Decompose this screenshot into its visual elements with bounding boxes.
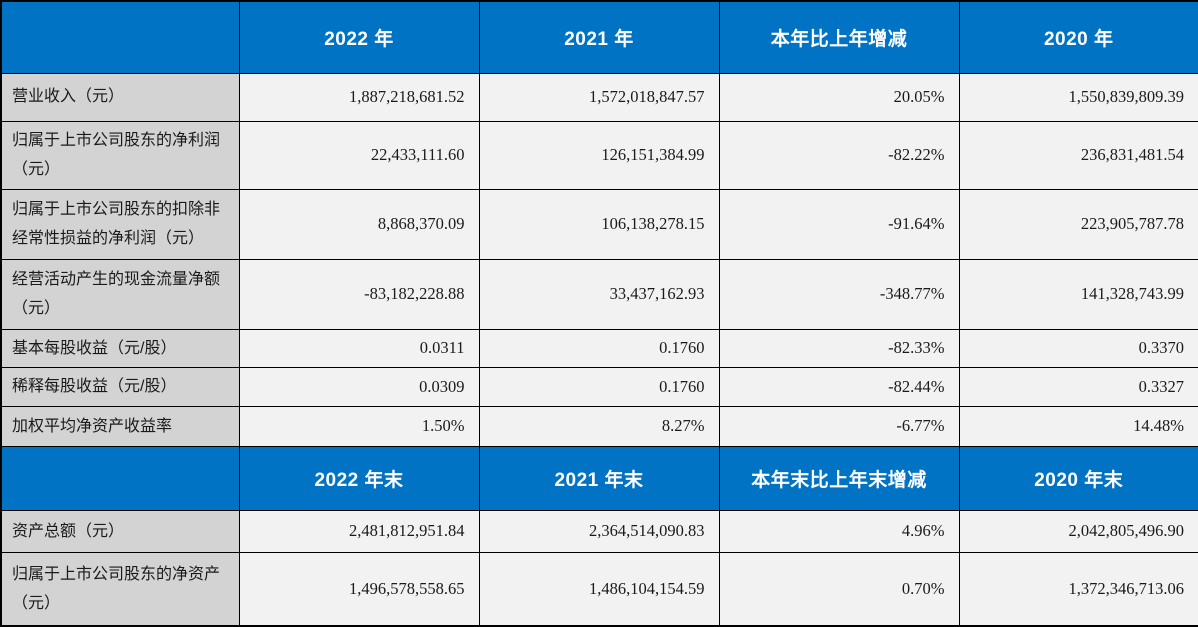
cell-change: -348.77%	[718, 258, 960, 330]
cell-change: -82.22%	[718, 120, 960, 190]
table-row-total-assets: 资产总额（元） 2,481,812,951.84 2,364,514,090.8…	[0, 509, 1198, 553]
row-label: 加权平均净资产收益率	[0, 405, 240, 447]
cell-change: 0.70%	[718, 551, 960, 627]
table-row-net-assets: 归属于上市公司股东的净资产（元） 1,496,578,558.65 1,486,…	[0, 551, 1198, 627]
cell-2022: 0.0309	[238, 367, 480, 407]
row-label: 归属于上市公司股东的净资产（元）	[0, 551, 240, 627]
header-2022: 2022 年	[238, 0, 480, 74]
cell-2022: 8,868,370.09	[238, 188, 480, 260]
cell-change: -6.77%	[718, 405, 960, 447]
row-label: 资产总额（元）	[0, 509, 240, 553]
cell-2021: 0.1760	[478, 367, 720, 407]
table-row-basic-eps: 基本每股收益（元/股） 0.0311 0.1760 -82.33% 0.3370	[0, 328, 1198, 369]
cell-change: 20.05%	[718, 72, 960, 122]
cell-2020: 0.3327	[958, 367, 1198, 407]
cell-2021: 106,138,278.15	[478, 188, 720, 260]
cell-2020: 2,042,805,496.90	[958, 509, 1198, 553]
row-label: 归属于上市公司股东的扣除非经常性损益的净利润（元）	[0, 188, 240, 260]
cell-2021: 1,572,018,847.57	[478, 72, 720, 122]
cell-change: -91.64%	[718, 188, 960, 260]
cell-2021: 8.27%	[478, 405, 720, 447]
cell-2022: -83,182,228.88	[238, 258, 480, 330]
cell-2020: 0.3370	[958, 328, 1198, 369]
corner-cell	[0, 0, 240, 74]
cell-2020: 14.48%	[958, 405, 1198, 447]
cell-2022: 1.50%	[238, 405, 480, 447]
cell-2021: 1,486,104,154.59	[478, 551, 720, 627]
table-row-operating-cash-flow: 经营活动产生的现金流量净额（元） -83,182,228.88 33,437,1…	[0, 258, 1198, 330]
cell-2021: 2,364,514,090.83	[478, 509, 720, 553]
cell-change: -82.44%	[718, 367, 960, 407]
table-row-revenue: 营业收入（元） 1,887,218,681.52 1,572,018,847.5…	[0, 72, 1198, 122]
cell-2020: 236,831,481.54	[958, 120, 1198, 190]
annual-header-row: 2022 年 2021 年 本年比上年增减 2020 年	[0, 0, 1198, 74]
cell-2021: 33,437,162.93	[478, 258, 720, 330]
cell-2021: 0.1760	[478, 328, 720, 369]
header-2020: 2020 年	[958, 0, 1198, 74]
cell-2020: 141,328,743.99	[958, 258, 1198, 330]
row-label: 营业收入（元）	[0, 72, 240, 122]
cell-2021: 126,151,384.99	[478, 120, 720, 190]
corner-cell	[0, 445, 240, 511]
table-row-deducted-net-profit: 归属于上市公司股东的扣除非经常性损益的净利润（元） 8,868,370.09 1…	[0, 188, 1198, 260]
header-2021: 2021 年	[478, 0, 720, 74]
row-label: 归属于上市公司股东的净利润（元）	[0, 120, 240, 190]
header-yearend-change: 本年末比上年末增减	[718, 445, 960, 511]
cell-2022: 22,433,111.60	[238, 120, 480, 190]
cell-change: -82.33%	[718, 328, 960, 369]
table-row-net-profit: 归属于上市公司股东的净利润（元） 22,433,111.60 126,151,3…	[0, 120, 1198, 190]
cell-2022: 1,496,578,558.65	[238, 551, 480, 627]
header-yoy-change: 本年比上年增减	[718, 0, 960, 74]
cell-change: 4.96%	[718, 509, 960, 553]
header-2022-end: 2022 年末	[238, 445, 480, 511]
header-2021-end: 2021 年末	[478, 445, 720, 511]
row-label: 稀释每股收益（元/股）	[0, 367, 240, 407]
cell-2022: 2,481,812,951.84	[238, 509, 480, 553]
row-label: 基本每股收益（元/股）	[0, 328, 240, 369]
cell-2022: 1,887,218,681.52	[238, 72, 480, 122]
header-2020-end: 2020 年末	[958, 445, 1198, 511]
yearend-header-row: 2022 年末 2021 年末 本年末比上年末增减 2020 年末	[0, 445, 1198, 511]
cell-2022: 0.0311	[238, 328, 480, 369]
table-row-diluted-eps: 稀释每股收益（元/股） 0.0309 0.1760 -82.44% 0.3327	[0, 367, 1198, 407]
cell-2020: 223,905,787.78	[958, 188, 1198, 260]
row-label: 经营活动产生的现金流量净额（元）	[0, 258, 240, 330]
cell-2020: 1,372,346,713.06	[958, 551, 1198, 627]
table-row-weighted-roe: 加权平均净资产收益率 1.50% 8.27% -6.77% 14.48%	[0, 405, 1198, 447]
cell-2020: 1,550,839,809.39	[958, 72, 1198, 122]
